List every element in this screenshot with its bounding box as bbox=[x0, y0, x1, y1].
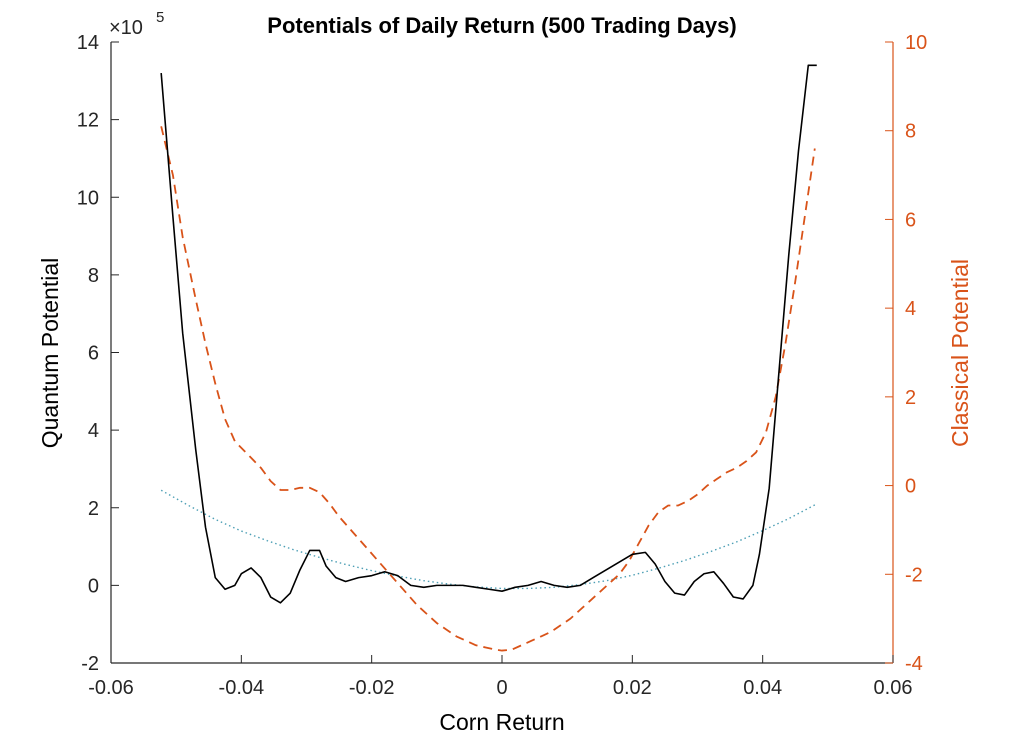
x-tick-label: -0.02 bbox=[349, 677, 395, 699]
x-tick-label: 0.02 bbox=[613, 677, 652, 699]
axes-layer: -0.06 -0.04 -0.02 0 0.02 0.04 0.06 -2 0 2 4 6 8 10 12 1… bbox=[77, 32, 928, 699]
plot-area bbox=[111, 42, 893, 663]
y-tick-right-label: 8 bbox=[905, 121, 916, 143]
quantum-potential-line bbox=[160, 64, 817, 604]
y-tick-left-label: 4 bbox=[88, 420, 99, 442]
y-tick-right-label: 0 bbox=[905, 476, 916, 498]
y-tick-left-label: 6 bbox=[88, 343, 99, 365]
y-tick-left-label: -2 bbox=[81, 653, 99, 675]
x-tick-label: 0.04 bbox=[743, 677, 782, 699]
classical-potential-line bbox=[160, 126, 816, 652]
y-tick-right-label: 2 bbox=[905, 387, 916, 409]
x-axis-label: Corn Return bbox=[439, 709, 564, 735]
series-layer bbox=[160, 64, 818, 652]
y-axis-right-label: Classical Potential bbox=[947, 259, 973, 447]
plot-background bbox=[111, 42, 893, 663]
y-tick-left-label: 8 bbox=[88, 265, 99, 287]
x-tick-label: -0.06 bbox=[88, 677, 134, 699]
y-tick-left-label: 14 bbox=[77, 32, 99, 54]
y-tick-right-label: -4 bbox=[905, 653, 923, 675]
y-axis-left-label: Quantum Potential bbox=[37, 258, 63, 449]
x-tick-label: 0 bbox=[496, 677, 507, 699]
chart-title: Potentials of Daily Return (500 Trading … bbox=[267, 13, 736, 38]
y-tick-right-label: 4 bbox=[905, 298, 916, 320]
y-tick-left-label: 2 bbox=[88, 498, 99, 520]
y-tick-right-label: -2 bbox=[905, 564, 923, 586]
exponent-label: ×10 5 bbox=[109, 9, 164, 39]
x-tick-label: 0.06 bbox=[874, 677, 913, 699]
x-tick-label: -0.04 bbox=[219, 677, 265, 699]
y-tick-left-label: 12 bbox=[77, 110, 99, 132]
y-tick-left-label: 10 bbox=[77, 187, 99, 209]
exponent-power: 5 bbox=[156, 9, 164, 26]
exponent-base: ×10 bbox=[109, 17, 143, 39]
y-tick-left-label: 0 bbox=[88, 575, 99, 597]
quantum-fit-line bbox=[160, 489, 818, 590]
y-tick-right-label: 10 bbox=[905, 32, 927, 54]
y-tick-right-label: 6 bbox=[905, 209, 916, 231]
